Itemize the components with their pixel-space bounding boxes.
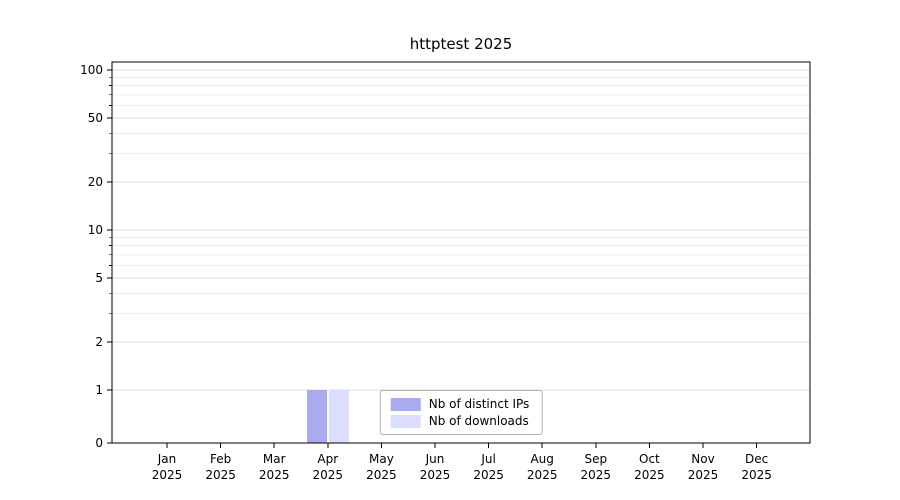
x-tick-label-month: May <box>369 452 394 466</box>
chart-title: httptest 2025 <box>409 35 513 53</box>
x-tick-label-month: Sep <box>584 452 607 466</box>
plot-border <box>111 61 811 444</box>
x-tick-label-year: 2025 <box>634 468 665 482</box>
y-tick-label: 5 <box>95 271 103 285</box>
legend-swatch-downloads <box>390 414 421 428</box>
x-tick-label-month: Dec <box>745 452 768 466</box>
x-tick-label-year: 2025 <box>527 468 558 482</box>
y-tick-label: 10 <box>88 223 103 237</box>
x-tick-label-year: 2025 <box>205 468 236 482</box>
x-tick-label-year: 2025 <box>581 468 612 482</box>
legend-label-distinct-ips: Nb of distinct IPs <box>428 397 530 411</box>
bar-distinct-ips <box>306 390 327 443</box>
x-tick-label-month: Nov <box>691 452 714 466</box>
x-tick-label-year: 2025 <box>366 468 397 482</box>
legend-label-downloads: Nb of downloads <box>428 414 529 428</box>
y-tick-label: 100 <box>80 63 103 77</box>
x-tick-label-month: Jun <box>425 452 445 466</box>
x-tick-label-month: Aug <box>530 452 553 466</box>
x-tick-label-month: Apr <box>317 452 338 466</box>
legend: Nb of distinct IPs Nb of downloads <box>379 390 543 435</box>
x-tick-label-month: Feb <box>210 452 231 466</box>
x-tick-label-month: Oct <box>639 452 660 466</box>
legend-swatch-distinct-ips <box>390 397 421 411</box>
y-tick-label: 0 <box>95 436 103 450</box>
bar-downloads <box>328 390 349 443</box>
x-tick-label-year: 2025 <box>152 468 183 482</box>
y-tick-label: 1 <box>95 383 103 397</box>
x-tick-label-month: Jan <box>157 452 177 466</box>
x-tick-label-year: 2025 <box>313 468 344 482</box>
x-tick-label-month: Jul <box>480 452 495 466</box>
y-tick-label: 50 <box>88 111 103 125</box>
y-tick-label: 2 <box>95 335 103 349</box>
x-tick-label-year: 2025 <box>420 468 451 482</box>
legend-item-distinct-ips: Nb of distinct IPs <box>390 397 530 411</box>
x-tick-label-year: 2025 <box>741 468 772 482</box>
x-tick-label-year: 2025 <box>688 468 719 482</box>
x-tick-label-year: 2025 <box>473 468 504 482</box>
y-tick-label: 20 <box>88 175 103 189</box>
x-tick-label-year: 2025 <box>259 468 290 482</box>
legend-item-downloads: Nb of downloads <box>390 414 530 428</box>
x-tick-label-month: Mar <box>263 452 286 466</box>
